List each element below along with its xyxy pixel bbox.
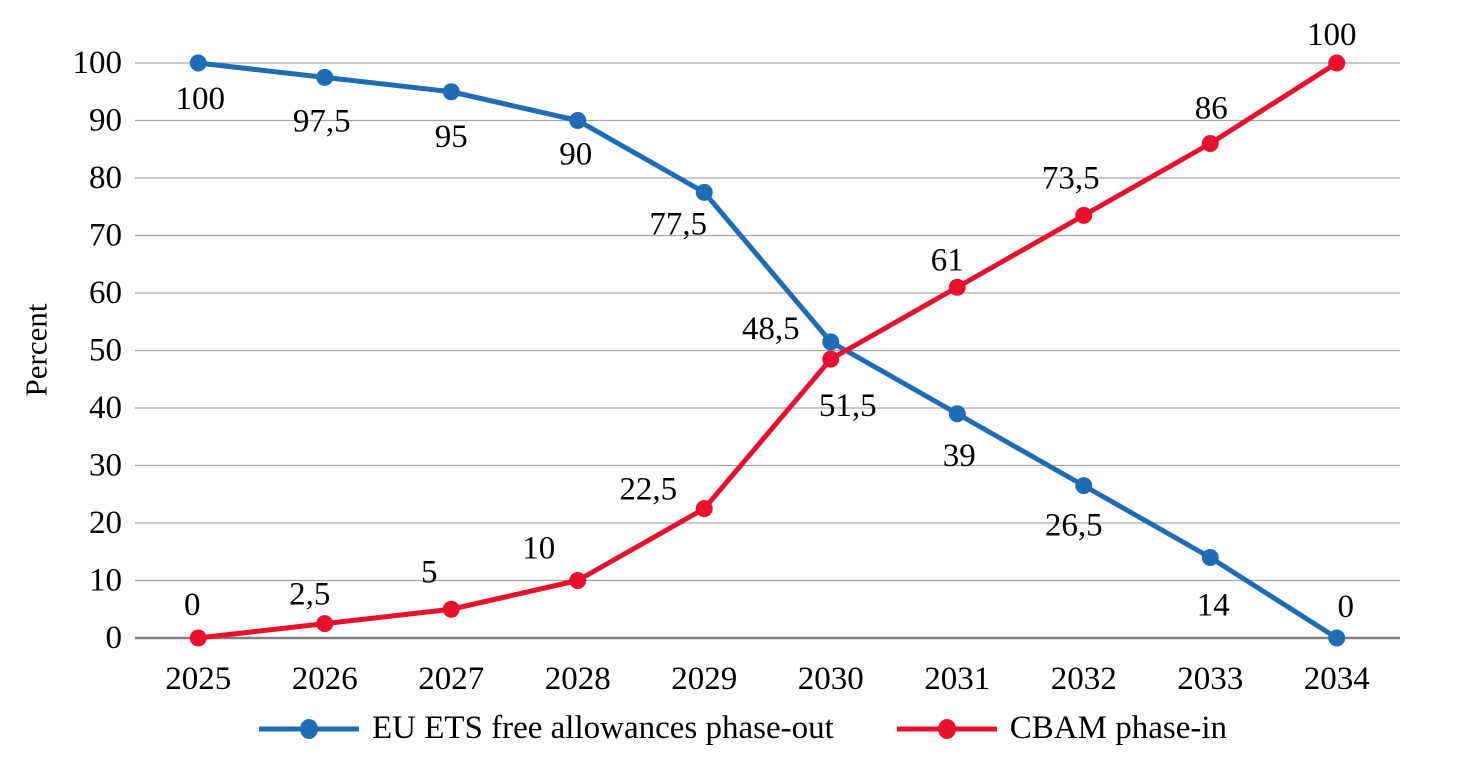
svg-text:61: 61 <box>931 242 964 278</box>
svg-text:39: 39 <box>943 438 976 474</box>
svg-text:73,5: 73,5 <box>1042 160 1100 196</box>
legend-line-marker-red-icon <box>896 718 997 739</box>
svg-text:2032: 2032 <box>1051 661 1117 697</box>
svg-text:86: 86 <box>1195 91 1228 127</box>
svg-text:30: 30 <box>89 448 122 484</box>
svg-text:70: 70 <box>89 218 122 254</box>
svg-text:51,5: 51,5 <box>819 388 877 424</box>
legend: EU ETS free allowances phase-out CBAM ph… <box>14 710 1457 747</box>
svg-text:95: 95 <box>435 119 468 155</box>
legend-label-cbam: CBAM phase-in <box>1009 710 1228 746</box>
legend-item-cbam: CBAM phase-in <box>896 710 1227 747</box>
svg-text:80: 80 <box>89 160 122 196</box>
svg-text:0: 0 <box>184 587 201 623</box>
svg-text:2,5: 2,5 <box>289 577 330 613</box>
svg-text:48,5: 48,5 <box>742 311 800 347</box>
svg-text:40: 40 <box>89 390 122 426</box>
svg-text:22,5: 22,5 <box>619 472 677 508</box>
svg-text:0: 0 <box>1338 589 1355 625</box>
svg-text:50: 50 <box>89 333 122 369</box>
svg-text:5: 5 <box>421 554 438 590</box>
svg-text:100: 100 <box>73 45 123 81</box>
svg-text:90: 90 <box>89 103 122 139</box>
svg-text:2029: 2029 <box>671 661 737 697</box>
svg-text:100: 100 <box>1307 17 1357 53</box>
svg-text:2031: 2031 <box>924 661 990 697</box>
svg-text:100: 100 <box>176 81 226 117</box>
legend-label-eu-ets: EU ETS free allowances phase-out <box>371 710 834 746</box>
svg-text:60: 60 <box>89 275 122 311</box>
svg-text:2027: 2027 <box>418 661 484 697</box>
svg-text:20: 20 <box>89 505 122 541</box>
svg-text:90: 90 <box>559 137 592 173</box>
svg-text:2030: 2030 <box>798 661 864 697</box>
svg-text:10: 10 <box>522 531 555 567</box>
svg-text:2034: 2034 <box>1304 661 1370 697</box>
svg-text:2026: 2026 <box>292 661 358 697</box>
svg-text:97,5: 97,5 <box>293 103 351 139</box>
svg-text:2025: 2025 <box>165 661 231 697</box>
svg-text:14: 14 <box>1197 588 1230 624</box>
legend-item-eu-ets: EU ETS free allowances phase-out <box>258 710 834 747</box>
svg-text:26,5: 26,5 <box>1045 508 1103 544</box>
svg-text:77,5: 77,5 <box>649 206 707 242</box>
svg-text:2028: 2028 <box>545 661 611 697</box>
svg-text:0: 0 <box>106 620 123 656</box>
svg-text:Percent: Percent <box>19 303 54 396</box>
legend-line-marker-blue-icon <box>258 718 359 739</box>
svg-text:10: 10 <box>89 563 122 599</box>
svg-text:2033: 2033 <box>1177 661 1243 697</box>
